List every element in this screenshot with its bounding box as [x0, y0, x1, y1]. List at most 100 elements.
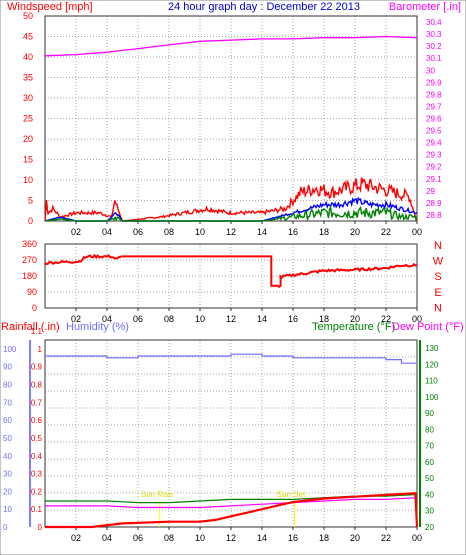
x-tick-label: 08: [164, 227, 174, 237]
x-tick-label: 12: [226, 533, 236, 543]
rain-y-tick-label: 0: [38, 523, 43, 532]
barometer-y-tick-label: 29.6: [426, 115, 442, 124]
wind-axis-title: Windspeed [mph]: [7, 1, 93, 13]
dewpoint-line: [45, 497, 418, 509]
rain-y-tick-label: 0.8: [31, 381, 43, 390]
temperature-y-tick-label: 20: [425, 523, 434, 532]
x-tick-label: 00: [412, 227, 422, 237]
direction-letter: N: [434, 240, 442, 252]
rain-y-tick-label: 0.4: [31, 452, 43, 461]
rainfall-line: [45, 492, 419, 529]
barometer-y-tick-label: 30: [426, 66, 435, 75]
wind-y-tick-label: 5: [28, 196, 33, 206]
x-tick-label: 10: [195, 227, 205, 237]
barometer-y-tick-label: 29.4: [426, 139, 442, 148]
wind-y-tick-label: 20: [23, 134, 33, 144]
sunrise-label: Sun Rise: [141, 490, 174, 499]
x-tick-label: 22: [381, 533, 391, 543]
wind-speed-line: [44, 204, 418, 222]
humidity-y-tick-label: 80: [3, 381, 12, 390]
humidity-y-tick-label: 90: [3, 363, 12, 372]
temperature-y-tick-label: 70: [425, 442, 434, 451]
wind-y-tick-label: 15: [23, 155, 33, 165]
humidity-y-tick-label: 10: [3, 505, 12, 514]
barometer-y-tick-label: 29.2: [426, 163, 442, 172]
humidity-y-tick-label: 50: [3, 434, 12, 443]
direction-letter: E: [434, 287, 441, 299]
barometer-y-tick-label: 30.4: [426, 18, 442, 27]
x-tick-label: 14: [257, 227, 267, 237]
direction-y-tick-label: 270: [22, 255, 37, 265]
rain-y-tick-label: 0.9: [31, 363, 43, 372]
barometer-y-tick-label: 30.1: [426, 54, 442, 63]
direction-letter: N: [434, 302, 442, 314]
x-tick-label: 10: [195, 314, 205, 324]
barometer-y-tick-label: 29: [426, 187, 435, 196]
humidity-axis-bar: [29, 340, 31, 527]
direction-letter: W: [433, 256, 444, 268]
temperature-y-tick-label: 50: [425, 474, 434, 483]
humidity-y-tick-label: 30: [3, 470, 12, 479]
wind-y-tick-label: 25: [23, 114, 33, 124]
x-tick-label: 12: [226, 227, 236, 237]
wind-y-tick-label: 10: [23, 175, 33, 185]
humidity-y-tick-label: 20: [3, 487, 12, 496]
temperature-y-tick-label: 100: [425, 393, 439, 402]
x-tick-label: 18: [319, 533, 329, 543]
temperature-y-tick-label: 90: [425, 409, 434, 418]
wind-y-tick-label: 50: [23, 11, 33, 21]
humidity-axis-title: Humidity (%): [66, 321, 129, 333]
x-tick-label: 00: [412, 533, 422, 543]
temperature-y-tick-label: 30: [425, 507, 434, 516]
rain-y-tick-label: 0.6: [31, 416, 43, 425]
humidity-line: [45, 353, 417, 364]
x-tick-label: 02: [71, 227, 81, 237]
x-tick-label: 04: [102, 314, 112, 324]
rain-y-tick-label: 0.1: [31, 505, 43, 514]
wind-direction-line: [44, 253, 418, 288]
x-tick-label: 00: [412, 314, 422, 324]
x-tick-label: 08: [164, 533, 174, 543]
humidity-y-tick-label: 40: [3, 452, 12, 461]
x-tick-label: 12: [226, 314, 236, 324]
temperature-panel: 0 0.1 0.2 0.3 0.4 0.5 0.6 0.7 0.8 0.9 1 1.1 0 10 20 30 4…: [3, 327, 439, 543]
barometer-y-tick-label: 30.2: [426, 42, 442, 51]
barometer-y-tick-label: 28.9: [426, 199, 442, 208]
rain-y-tick-label: 0.7: [31, 398, 43, 407]
x-tick-label: 04: [102, 533, 112, 543]
temperature-axis-title: Temperature (°F): [312, 321, 395, 333]
barometer-y-tick-label: 29.5: [426, 127, 442, 136]
humidity-y-tick-label: 0: [3, 523, 8, 532]
barometer-y-tick-label: 29.3: [426, 151, 442, 160]
rain-y-tick-label: 1.1: [31, 327, 43, 336]
wind-y-tick-label: 0: [28, 216, 33, 226]
x-tick-label: 18: [319, 227, 329, 237]
x-tick-label: 16: [288, 533, 298, 543]
humidity-y-tick-label: 60: [3, 416, 12, 425]
barometer-y-tick-label: 29.8: [426, 90, 442, 99]
barometer-axis-title: Barometer [.in]: [389, 1, 461, 13]
x-tick-label: 06: [133, 533, 143, 543]
x-tick-label: 08: [164, 314, 174, 324]
wind-y-tick-label: 30: [23, 93, 33, 103]
humidity-y-tick-label: 70: [3, 398, 12, 407]
humidity-y-tick-label: 100: [3, 345, 17, 354]
x-tick-label: 02: [71, 533, 81, 543]
temperature-y-tick-label: 120: [425, 360, 439, 369]
wind-y-tick-label: 45: [23, 32, 33, 42]
rain-y-tick-label: 1: [38, 345, 43, 354]
x-tick-label: 16: [288, 314, 298, 324]
barometer-line: [44, 35, 418, 57]
x-tick-label: 14: [257, 533, 267, 543]
dewpoint-axis-title: Dew Point (°F): [392, 321, 464, 333]
x-tick-label: 20: [350, 533, 360, 543]
rain-y-tick-label: 0.3: [31, 470, 43, 479]
x-tick-label: 04: [102, 227, 112, 237]
direction-y-tick-label: 360: [22, 239, 37, 249]
barometer-y-tick-label: 29.1: [426, 175, 442, 184]
wind-panel: 0 5 10 15 20 25 30 35 40 45 50 28.8 28.9 29 29.1 29.2 29…: [23, 11, 442, 237]
rainfall-axis-title: Rainfall (.in): [1, 321, 60, 333]
x-tick-label: 18: [319, 314, 329, 324]
